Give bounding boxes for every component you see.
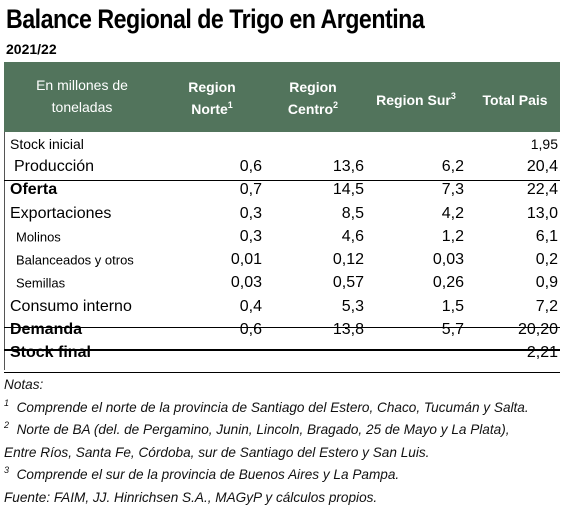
table-row: Stock final 2,21 — [10, 344, 558, 362]
rule-after-demanda — [4, 349, 560, 351]
table-row: Exportaciones 0,3 8,5 4,2 13,0 — [10, 204, 558, 222]
header-total-pais: Total Pais — [482, 92, 548, 108]
table-left-border — [4, 132, 5, 370]
header-region-centro: Region Centro2 — [287, 79, 339, 117]
note-1: 1 Comprende el norte de la provincia de … — [4, 397, 529, 415]
table-row: Semillas 0,03 0,57 0,26 0,9 — [16, 274, 558, 292]
note-3: 3 Comprende el sur de la provincia de Bu… — [4, 465, 400, 483]
source-note: Fuente: FAIM, JJ. Hinrichsen S.A., MAGyP… — [4, 489, 378, 505]
header-units: En millones de toneladas — [36, 77, 128, 115]
table-row: Balanceados y otros 0,01 0,12 0,03 0,2 — [16, 251, 558, 269]
table-row: Producción 0,6 13,6 6,2 20,4 — [14, 157, 558, 175]
note-2-continued: Entre Ríos, Santa Fe, Córdoba, sur de Sa… — [4, 444, 430, 460]
page-title: Balance Regional de Trigo en Argentina — [6, 4, 425, 34]
header-region-norte: Region Norte1 — [188, 79, 236, 117]
notes-section: Notas: 1 Comprende el norte de la provin… — [4, 374, 564, 509]
table-row: Demanda 0,6 13,8 5,7 20,20 — [10, 321, 558, 339]
table-row: Consumo interno 0,4 5,3 1,5 7,2 — [10, 297, 558, 315]
table-body: Stock inicial 1,95 Producción 0,6 13,6 6… — [4, 132, 560, 365]
note-2: 2 Norte de BA (del. de Pergamino, Junin,… — [4, 420, 510, 438]
rule-after-produccion — [4, 180, 560, 181]
table-row: Oferta 0,7 14,5 7,3 22,4 — [10, 181, 558, 199]
header-region-sur: Region Sur3 — [376, 91, 456, 109]
table-header: En millones de toneladas Region Norte1 R… — [4, 62, 560, 132]
table-row: Stock inicial 1,95 — [10, 135, 558, 152]
page-subtitle: 2021/22 — [6, 41, 57, 57]
rule-after-consumo — [4, 327, 560, 328]
rule-table-bottom — [4, 372, 560, 373]
table-row: Molinos 0,3 4,6 1,2 6,1 — [16, 227, 558, 245]
notes-heading: Notas: — [4, 377, 44, 392]
